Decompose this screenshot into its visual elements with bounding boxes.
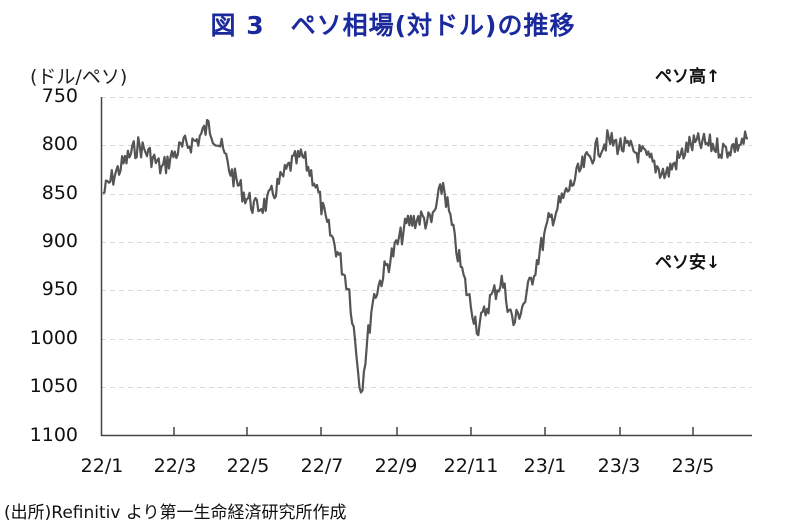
y-tick-800: 800	[41, 133, 78, 155]
y-tick-750: 750	[41, 85, 78, 107]
x-tick-23-5: 23/5	[671, 455, 715, 477]
y-tick-1050: 1050	[29, 375, 78, 397]
x-tick-23-1: 23/1	[523, 455, 567, 477]
line-path	[102, 118, 749, 394]
source-note: (出所)Refinitiv より第一生命経済研究所作成	[4, 503, 347, 523]
peso-appreciation-annotation: ペソ高↑	[655, 67, 721, 87]
y-tick-1000: 1000	[29, 327, 78, 349]
axes	[100, 97, 752, 437]
x-tick-22-3: 22/3	[153, 455, 197, 477]
peso-rate-line	[102, 118, 749, 394]
x-tick-22-9: 22/9	[374, 455, 418, 477]
y-tick-850: 850	[41, 182, 78, 204]
chart-title: 図 3 ペソ相場(対ドル)の推移	[210, 11, 576, 40]
y-axis-unit-label: (ドル/ペソ)	[30, 66, 128, 88]
x-tick-22-1: 22/1	[80, 455, 124, 477]
x-tick-22-11: 22/11	[443, 455, 499, 477]
x-tick-23-3: 23/3	[597, 455, 641, 477]
y-tick-950: 950	[41, 278, 78, 300]
y-tick-900: 900	[41, 230, 78, 252]
gridlines	[101, 97, 752, 388]
y-tick-1100: 1100	[29, 424, 78, 446]
x-tick-22-7: 22/7	[300, 455, 344, 477]
x-tick-22-5: 22/5	[226, 455, 270, 477]
peso-depreciation-annotation: ペソ安↓	[655, 253, 721, 273]
